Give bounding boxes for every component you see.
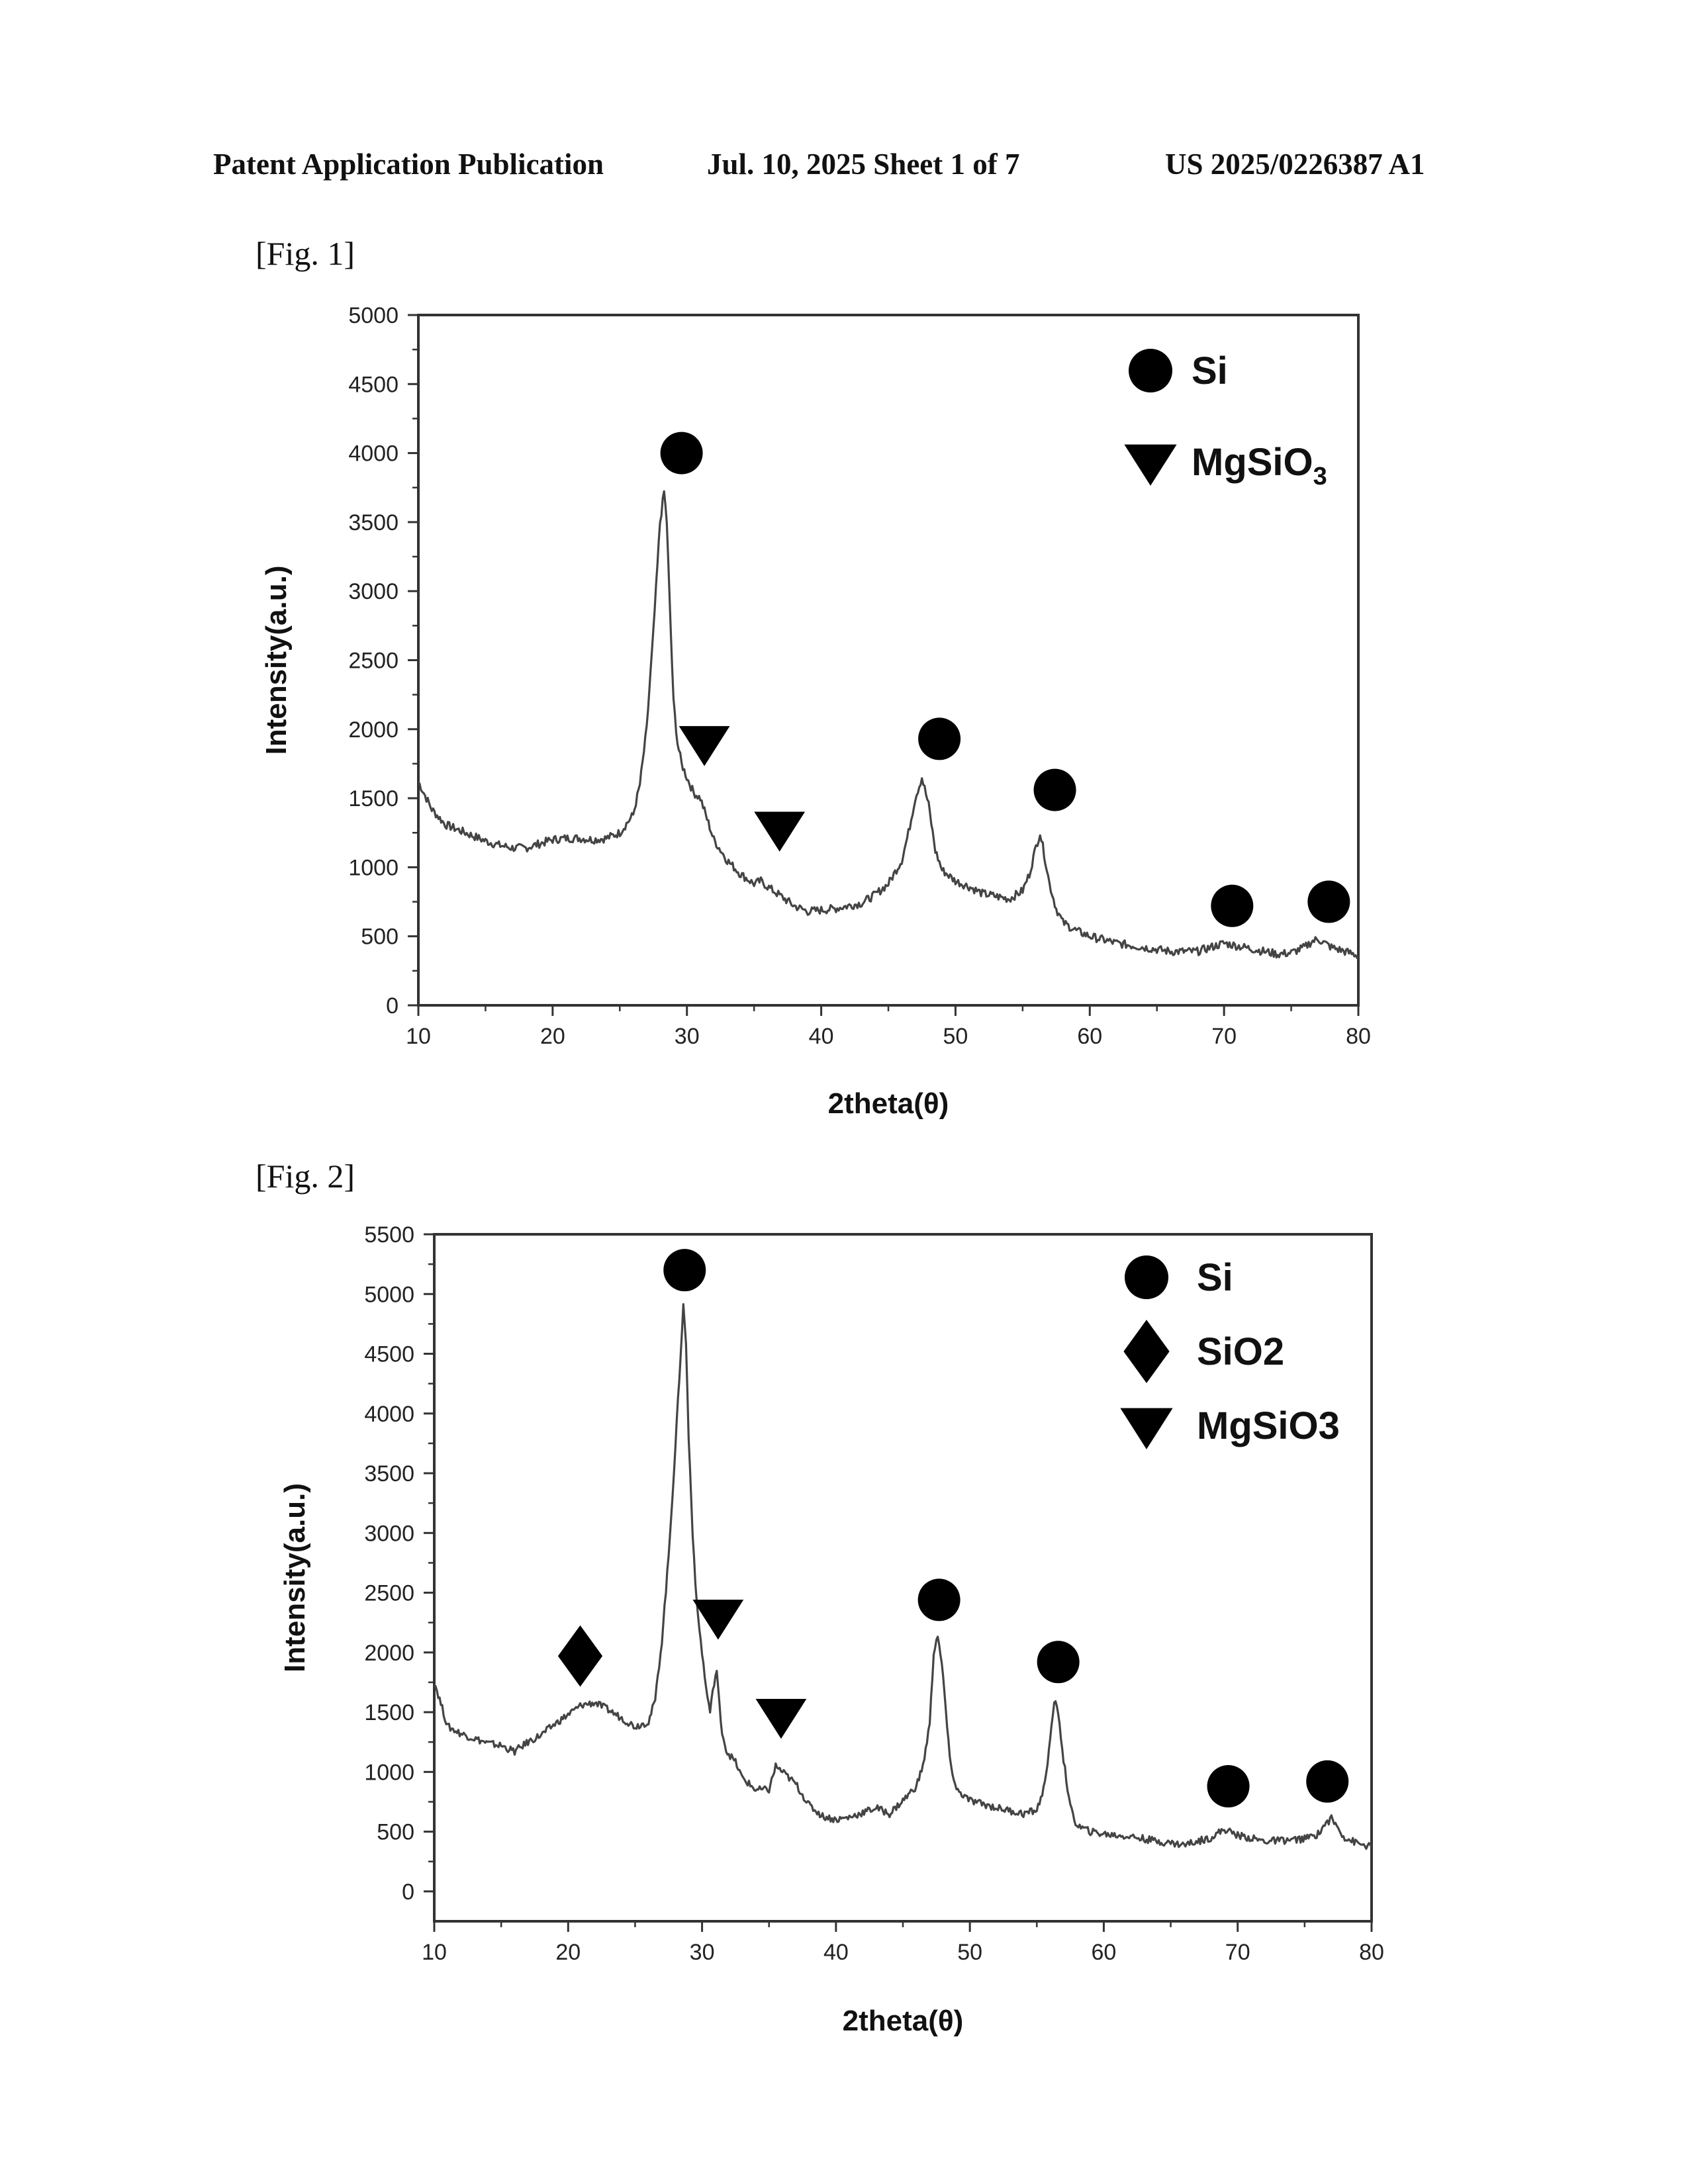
x-tick-label: 70 — [1225, 1940, 1250, 1965]
y-tick-label: 5000 — [364, 1282, 414, 1307]
legend-symbol-diamond — [1123, 1320, 1169, 1383]
legend-symbol-triangle-down — [1120, 1408, 1172, 1449]
x-tick-label: 10 — [422, 1940, 447, 1965]
peak-marker-triangle-down — [756, 1699, 807, 1739]
x-tick-label: 50 — [957, 1940, 982, 1965]
peak-marker-circle — [918, 1578, 961, 1621]
peak-marker-circle — [1207, 1765, 1250, 1807]
peak-marker-circle — [663, 1249, 706, 1291]
y-tick-label: 2500 — [364, 1581, 414, 1606]
legend: Si SiO2 MgSiO3 — [1120, 1255, 1340, 1449]
x-tick-label: 30 — [690, 1940, 715, 1965]
peak-marker-circle — [1037, 1641, 1080, 1683]
y-tick-label: 4000 — [364, 1402, 414, 1427]
x-tick-label: 20 — [555, 1940, 581, 1965]
x-tick-label: 40 — [823, 1940, 849, 1965]
legend-symbol-circle — [1125, 1255, 1168, 1299]
y-tick-label: 0 — [402, 1880, 414, 1905]
peak-marker-circle — [1306, 1760, 1348, 1803]
x-tick-label: 80 — [1359, 1940, 1384, 1965]
y-tick-label: 1000 — [364, 1760, 414, 1785]
x-axis-title: 2theta(θ) — [843, 2005, 964, 2037]
x-tick-label: 60 — [1092, 1940, 1117, 1965]
legend-label: Si — [1197, 1256, 1233, 1299]
legend-label: MgSiO3 — [1197, 1404, 1340, 1447]
y-tick-label: 5500 — [364, 1222, 414, 1248]
legend-label: SiO2 — [1197, 1330, 1284, 1373]
y-tick-label: 2000 — [364, 1641, 414, 1666]
y-axis-title: Intensity(a.u.) — [279, 1483, 311, 1672]
y-tick-label: 3500 — [364, 1461, 414, 1486]
y-tick-label: 500 — [377, 1820, 414, 1845]
y-tick-label: 3000 — [364, 1521, 414, 1546]
y-tick-label: 4500 — [364, 1342, 414, 1367]
peak-marker-diamond — [558, 1625, 602, 1687]
y-tick-label: 1500 — [364, 1700, 414, 1725]
